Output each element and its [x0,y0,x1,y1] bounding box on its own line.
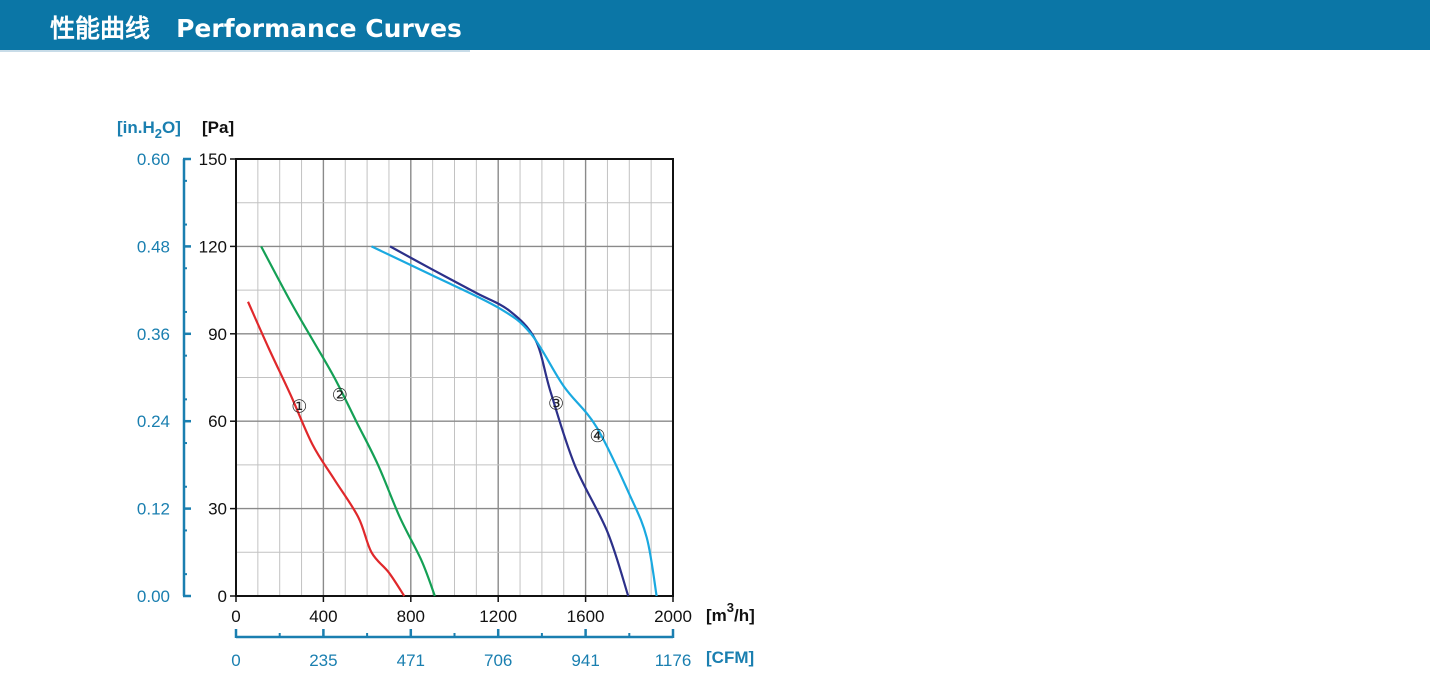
curve-label-3: ③ [548,394,564,415]
secondary-x-tick-label: 1176 [655,651,692,670]
x-tick-label: 400 [309,607,337,626]
y-tick-label: 60 [208,412,227,431]
curve-label-1: ① [291,397,307,418]
x-axis-unit-m3h: [m3/h] [706,600,755,625]
curve-1 [247,301,406,597]
header-bar: 性能曲线 Performance Curves [0,0,1430,50]
curve-4 [370,245,658,597]
y-axis-unit-inh2o: [in.H2O] [117,118,181,141]
secondary-y-tick-label: 0.36 [137,325,170,344]
y-axis-unit-pa: [Pa] [202,118,234,137]
secondary-x-tick-label: 941 [571,651,599,670]
y-tick-label: 150 [199,150,227,169]
header-underline [0,50,470,52]
y-tick-label: 90 [208,325,227,344]
x-tick-label: 0 [231,607,240,626]
secondary-x-tick-label: 0 [231,651,240,670]
curve-2 [260,245,436,597]
secondary-x-tick-label: 235 [309,651,337,670]
curve-label-2: ② [332,385,348,406]
secondary-y-tick-label: 0.24 [137,412,170,431]
y-tick-label: 120 [199,237,227,256]
secondary-y-tick-label: 0.12 [137,500,170,519]
plot-frame [235,158,674,597]
x-tick-label: 1600 [567,607,605,626]
secondary-x-tick-label: 471 [397,651,425,670]
curve-label-4: ④ [590,426,606,447]
chart-grid [236,159,673,596]
x-tick-label: 800 [397,607,425,626]
page-title: 性能曲线 Performance Curves [50,14,462,43]
chart-curves: ① ② ③ ④ [247,245,658,597]
chart-axes: 0 30 60 90 120 150 0 400 800 1200 1600 2000 0.00 0.12… [137,150,692,670]
x-axis-unit-cfm: [CFM] [706,648,754,667]
x-tick-label: 2000 [654,607,692,626]
y-tick-label: 0 [218,587,227,606]
secondary-y-tick-label: 0.00 [137,587,170,606]
y-tick-label: 30 [208,500,227,519]
x-tick-label: 1200 [479,607,517,626]
secondary-x-tick-label: 706 [484,651,512,670]
secondary-y-tick-label: 0.60 [137,150,170,169]
secondary-y-tick-label: 0.48 [137,237,170,256]
